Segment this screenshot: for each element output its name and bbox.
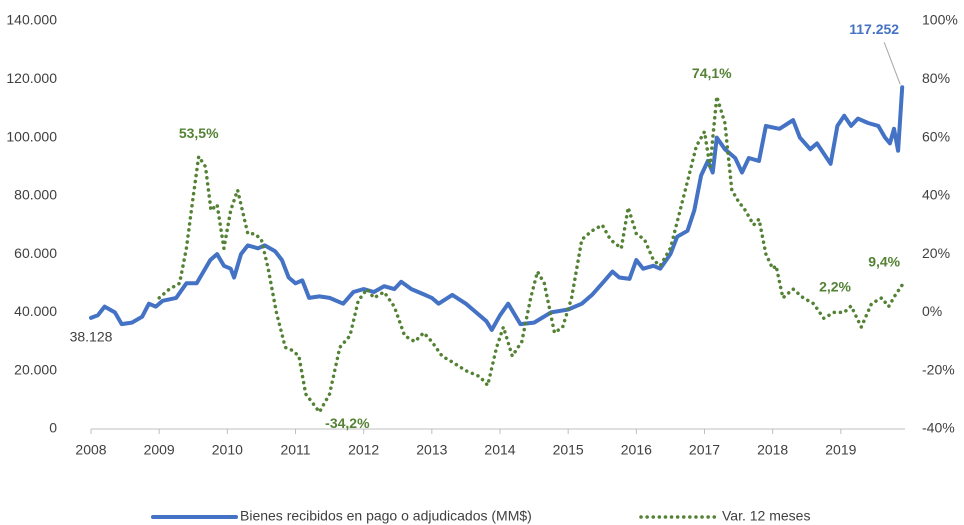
y2-tick-label: -20%	[922, 361, 955, 377]
x-tick-label: 2009	[144, 442, 175, 458]
series-line	[157, 94, 904, 414]
x-tick-label: 2015	[553, 442, 584, 458]
data-label: -34,2%	[325, 415, 370, 431]
y-tick-label: 20.000	[14, 361, 57, 377]
data-label: 9,4%	[868, 254, 900, 270]
legend-label: Var. 12 meses	[722, 508, 810, 524]
y2-tick-label: 20%	[922, 245, 950, 261]
y-tick-label: 40.000	[14, 303, 57, 319]
data-label: 53,5%	[179, 125, 219, 141]
y-tick-label: 120.000	[6, 70, 57, 86]
data-label: 2,2%	[819, 279, 851, 295]
data-label: 38.128	[70, 329, 113, 345]
y2-tick-label: 0%	[922, 303, 942, 319]
y-tick-label: 140.000	[6, 12, 57, 28]
series-line	[89, 85, 905, 332]
y2-tick-label: 60%	[922, 128, 950, 144]
x-tick-label: 2017	[689, 442, 720, 458]
y2-tick-label: 80%	[922, 70, 950, 86]
x-tick-label: 2014	[484, 442, 515, 458]
y-tick-label: 0	[49, 420, 57, 436]
x-tick-label: 2010	[212, 442, 243, 458]
y2-tick-label: -40%	[922, 420, 955, 436]
x-tick-label: 2011	[280, 442, 310, 458]
x-tick-label: 2016	[621, 442, 652, 458]
data-label: 117.252	[849, 21, 899, 37]
x-tick-label: 2019	[825, 442, 856, 458]
legend-label: Bienes recibidos en pago o adjudicados (…	[240, 508, 532, 524]
x-tick-label: 2008	[75, 442, 106, 458]
x-tick-label: 2018	[757, 442, 788, 458]
data-label: 74,1%	[692, 65, 732, 81]
label-leader	[883, 42, 901, 85]
x-tick-label: 2013	[416, 442, 447, 458]
x-tick-label: 2012	[348, 442, 379, 458]
y2-tick-label: 100%	[922, 12, 958, 28]
y-tick-label: 100.000	[6, 128, 57, 144]
y2-tick-label: 40%	[922, 187, 950, 203]
y-tick-label: 80.000	[14, 187, 57, 203]
y-tick-label: 60.000	[14, 245, 57, 261]
